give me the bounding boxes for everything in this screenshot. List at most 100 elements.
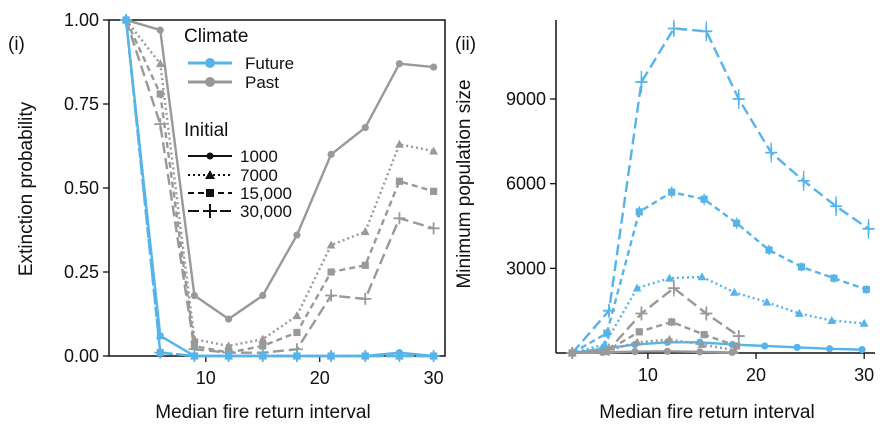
- panel-ii-y-tick-label: 6000: [506, 174, 546, 194]
- panel-ii-future-30000-line: [571, 27, 870, 354]
- panel-ii-past-1000-series: [568, 347, 736, 357]
- panel-ii-future-1000-point: [793, 343, 801, 351]
- panel-i-past-7000-point: [224, 341, 233, 350]
- panel-ii-y-tick-label: 9000: [506, 89, 546, 109]
- panel-i-past-30000-point: [427, 222, 440, 235]
- legend-climate-title: Climate: [184, 26, 248, 47]
- panel-ii-past-1000-point: [663, 347, 671, 355]
- panel-ii-future-15000-point: [635, 208, 643, 216]
- legend-15000-label: 15,000: [240, 184, 292, 203]
- panel-ii-future-15000-point: [862, 285, 870, 294]
- panel-i-past-1000-point: [156, 26, 164, 34]
- legend-initial-title: Initial: [184, 120, 228, 141]
- panel-i-past-7000-point: [360, 227, 370, 236]
- panel-i-past-15000-point: [395, 177, 404, 185]
- panel-i-series: [120, 14, 440, 362]
- panel-ii-future-15000-point: [668, 188, 676, 196]
- panel-i-past-30000-point: [359, 292, 372, 305]
- panel-ii-past-15000-point: [668, 318, 676, 326]
- panel-ii-future-30000-point: [830, 200, 843, 213]
- panel-i-ylabel: Extinction probability: [16, 101, 37, 276]
- legend-future-marker: [205, 58, 215, 68]
- panel-i-future-30000-point: [427, 350, 440, 362]
- panel-ii-future-15000-series: [568, 186, 870, 357]
- panel-i-past-1000-point: [259, 291, 267, 300]
- panel-i-past-1000-line: [125, 18, 434, 321]
- panel-ii-past-1000-point: [728, 348, 736, 357]
- panel-ii-past-1000-line: [572, 350, 733, 355]
- panel-ii-past-1000-point: [568, 349, 576, 357]
- panel-ii-x-tick-label: 20: [746, 365, 766, 385]
- panel-i-y-tick-label: 0.00: [64, 346, 99, 366]
- panel-ii-future-15000-point: [797, 263, 806, 271]
- panel-ii-axes: 10 20 30 3000 6000 9000: [506, 20, 875, 385]
- panel-ii-future-1000-point: [858, 346, 866, 354]
- panel-ii-future-7000-point: [827, 315, 837, 324]
- panel-i: (i) Extinction probability Median fire r…: [8, 10, 446, 423]
- panel-i-past-1000-point: [430, 63, 438, 71]
- legend-past-label: Past: [245, 73, 279, 92]
- legend-30000-marker: [203, 204, 217, 218]
- panel-i-past-1000-point: [293, 231, 301, 239]
- panel-ii-past-30000-point: [732, 330, 745, 343]
- legend-climate-future: Future: [188, 54, 294, 73]
- panel-i-future-30000-point: [120, 14, 133, 26]
- panel-i-future-30000-series: [120, 14, 440, 362]
- panel-ii-ylabel: Minimum population size: [454, 79, 475, 288]
- panel-i-past-7000-point: [326, 240, 336, 249]
- panel-ii-future-7000-point: [859, 318, 869, 327]
- panel-ii-future-7000-point: [730, 287, 739, 296]
- panel-i-future-30000-line: [124, 19, 434, 358]
- panel-ii-past-1000-point: [631, 347, 639, 356]
- panel-i-x-tick-label: 10: [196, 368, 216, 388]
- panel-ii-label: (ii): [455, 34, 476, 55]
- panel-ii-future-1000-line: [572, 341, 863, 355]
- panel-i-xlabel: Median fire return interval: [155, 402, 370, 423]
- panel-i-past-15000-point: [293, 328, 301, 337]
- panel-ii-past-30000-line: [572, 286, 740, 355]
- panel-ii-future-7000-point: [794, 308, 804, 317]
- legend-30000-label: 30,000: [240, 202, 292, 221]
- panel-i-future-30000-point: [154, 346, 167, 359]
- panel-i-future-7000-point: [155, 331, 165, 340]
- legend-past-marker: [205, 77, 215, 87]
- panel-i-past-15000-line: [124, 19, 434, 354]
- panel-i-label: (i): [8, 34, 25, 55]
- panel-i-past-15000-point: [361, 261, 369, 269]
- panel-ii-future-30000-point: [667, 22, 680, 35]
- panel-i-past-7000-point: [155, 59, 165, 68]
- panel-i-y-tick-label: 1.00: [64, 10, 99, 30]
- panel-ii-past-30000-point: [635, 307, 648, 320]
- legend-1000-marker: [206, 152, 214, 160]
- legend-initial-30000: 30,000: [188, 202, 292, 221]
- panel-ii-x-tick-label: 10: [638, 365, 658, 385]
- panel-i-future-7000-line: [124, 19, 434, 358]
- panel-i-past-30000-point: [154, 118, 167, 131]
- panel-ii-future-15000-point: [700, 195, 708, 203]
- legend-climate-past: Past: [188, 73, 279, 92]
- panel-ii-future-7000-point: [632, 283, 642, 292]
- panel-i-x-tick-label: 20: [310, 368, 330, 388]
- panel-i-past-1000-point: [395, 60, 404, 68]
- legend-7000-label: 7000: [240, 166, 278, 185]
- panel-ii-future-30000-point: [700, 25, 713, 38]
- legend: Climate Future Past Initial 1000 7000 15…: [184, 26, 294, 221]
- panel-i-past-15000-point: [259, 342, 267, 350]
- legend-1000-label: 1000: [240, 147, 278, 166]
- panel-i-y-tick-label: 0.25: [64, 262, 99, 282]
- panel-ii-future-30000-point: [635, 76, 648, 89]
- panel-ii-future-7000-point: [665, 273, 674, 282]
- panel-ii-past-7000-point: [697, 339, 707, 348]
- panel-ii-future-1000-point: [825, 345, 834, 353]
- panel-ii-past-15000-point: [732, 342, 741, 350]
- panel-i-past-7000-point: [429, 146, 439, 155]
- panel-i-past-15000-point: [156, 90, 164, 98]
- panel-i-y-tick-label: 0.75: [64, 94, 99, 114]
- legend-15000-marker: [206, 189, 214, 197]
- panel-ii-future-15000-point: [830, 274, 838, 282]
- panel-i-past-1000-point: [190, 291, 199, 300]
- panel-ii-future-7000-point: [697, 272, 707, 281]
- panel-i-past-7000-point: [395, 139, 404, 148]
- panel-i-past-7000-point: [292, 311, 302, 320]
